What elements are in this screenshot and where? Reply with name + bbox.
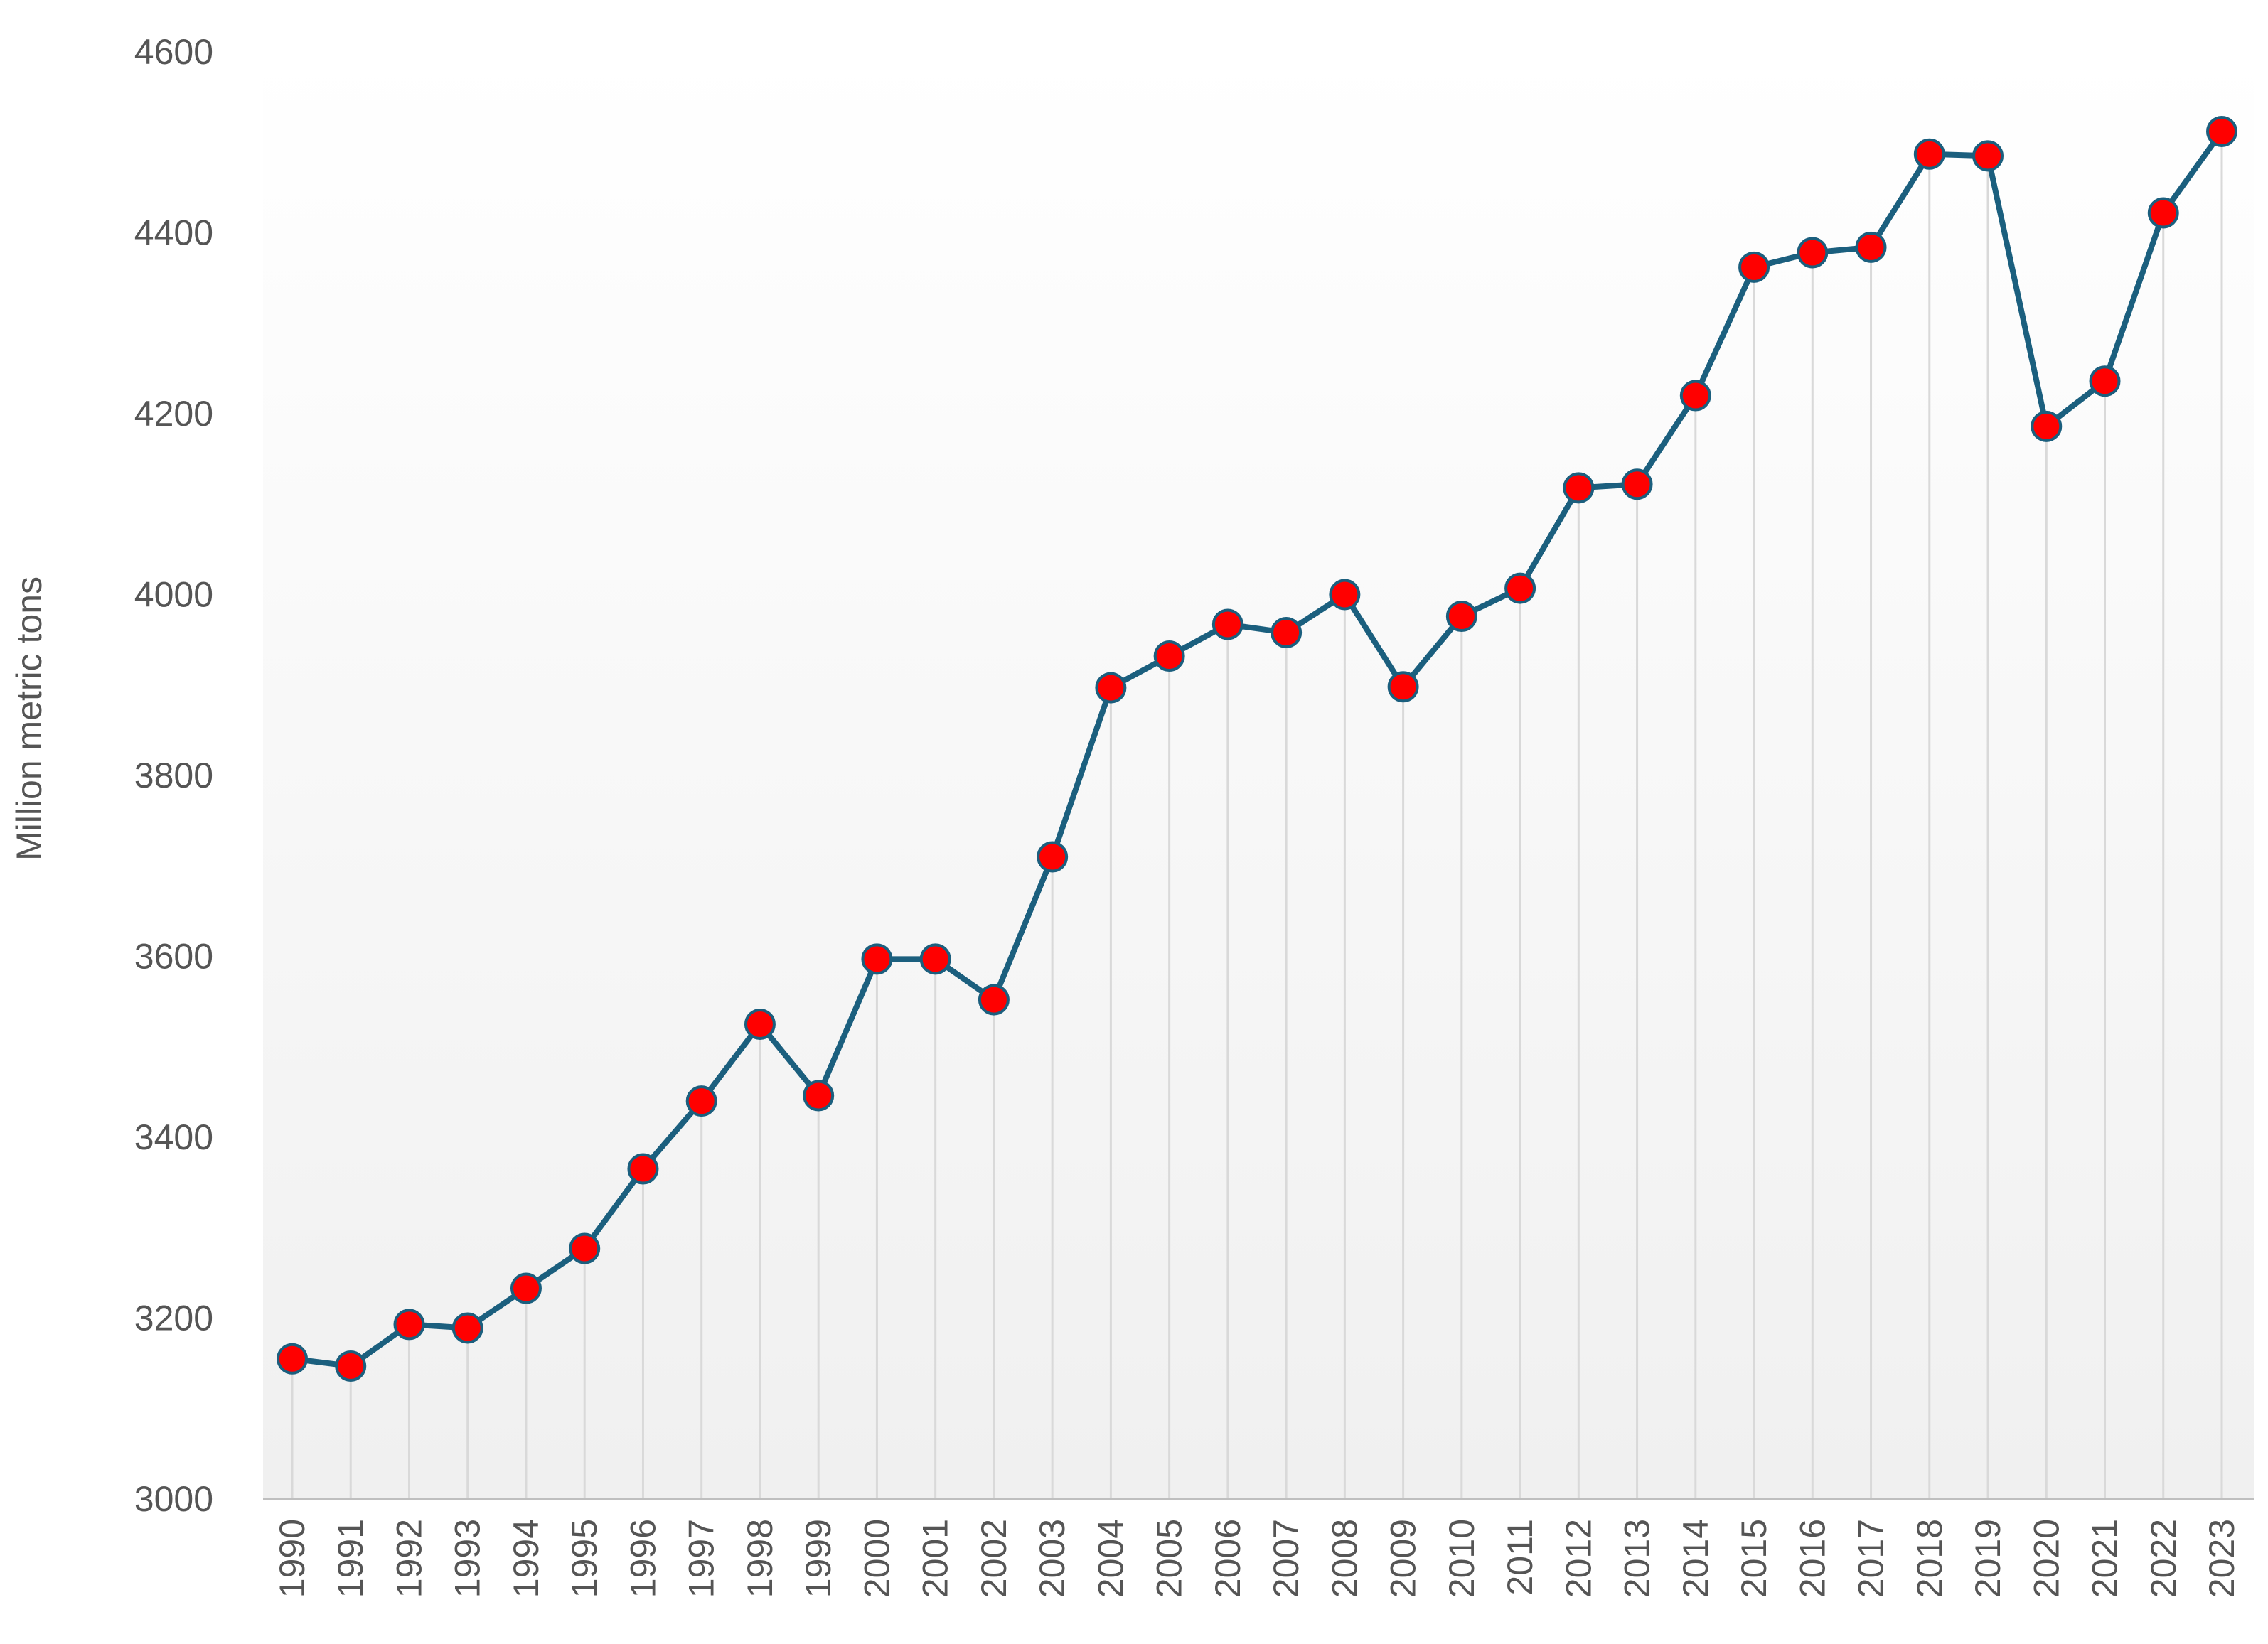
data-point-1999 — [803, 1080, 835, 1112]
y-tick-label: 3400 — [134, 1117, 213, 1157]
x-tick-label: 2006 — [1208, 1519, 1248, 1598]
data-point-2001 — [919, 943, 951, 975]
data-point-2013 — [1621, 468, 1653, 500]
data-point-1995 — [569, 1232, 601, 1264]
x-tick-label: 2009 — [1384, 1519, 1423, 1598]
x-tick-label: 1991 — [331, 1519, 370, 1598]
y-tick-label: 3600 — [134, 937, 213, 977]
data-point-1993 — [451, 1312, 483, 1344]
y-tick-label: 3200 — [134, 1299, 213, 1338]
x-tick-label: 1997 — [682, 1519, 722, 1598]
x-tick-label: 1994 — [506, 1519, 546, 1598]
x-tick-label: 1995 — [565, 1519, 604, 1598]
x-tick-label: 2005 — [1150, 1519, 1189, 1598]
x-tick-label: 2002 — [974, 1519, 1014, 1598]
data-point-2000 — [861, 943, 893, 975]
x-tick-label: 1999 — [798, 1519, 838, 1598]
x-tick-label: 2018 — [1910, 1519, 1949, 1598]
y-axis-title: Million metric tons — [9, 576, 49, 861]
x-tick-label: 1990 — [272, 1519, 312, 1598]
series-line — [289, 128, 2225, 1369]
x-tick-label: 2019 — [1968, 1519, 2008, 1598]
x-tick-label: 2003 — [1032, 1519, 1072, 1598]
y-axis-ticks: 3000 3200 3400 3600 3800 4000 4200 4400 4600 — [134, 32, 213, 1519]
data-point-2017 — [1855, 231, 1887, 263]
data-point-1996 — [627, 1153, 659, 1185]
x-tick-label: 2007 — [1266, 1519, 1306, 1598]
plot-background — [263, 52, 2254, 1499]
data-point-2007 — [1271, 616, 1303, 648]
data-point-2018 — [1913, 138, 1945, 170]
data-point-2019 — [1972, 140, 2004, 172]
data-point-1998 — [744, 1008, 776, 1040]
x-tick-label: 2008 — [1325, 1519, 1364, 1598]
data-point-2009 — [1387, 671, 1419, 703]
x-tick-label: 2001 — [916, 1519, 956, 1598]
data-point-2021 — [2089, 365, 2121, 397]
y-tick-label: 4400 — [134, 213, 213, 253]
y-tick-label: 3800 — [134, 756, 213, 795]
x-tick-label: 2012 — [1558, 1519, 1598, 1598]
data-point-1994 — [510, 1272, 542, 1304]
x-tick-label: 2020 — [2026, 1519, 2066, 1598]
x-tick-label: 2023 — [2202, 1519, 2242, 1598]
data-point-2020 — [2031, 410, 2063, 442]
x-tick-label: 1993 — [448, 1519, 488, 1598]
x-tick-label: 2016 — [1792, 1519, 1832, 1598]
y-tick-label: 3000 — [134, 1479, 213, 1519]
data-point-2011 — [1504, 572, 1536, 604]
data-point-2016 — [1797, 237, 1829, 269]
data-point-2008 — [1329, 579, 1361, 611]
drop-lines — [291, 131, 2223, 1499]
data-point-1991 — [335, 1350, 367, 1382]
x-tick-label: 2015 — [1734, 1519, 1774, 1598]
x-tick-label: 2014 — [1676, 1519, 1716, 1598]
y-tick-label: 4200 — [134, 394, 213, 434]
data-point-2023 — [2206, 115, 2237, 147]
data-point-1992 — [393, 1309, 425, 1341]
data-point-2010 — [1445, 601, 1477, 633]
data-point-2015 — [1738, 251, 1770, 283]
y-tick-label: 4000 — [134, 575, 213, 615]
data-point-2014 — [1679, 380, 1711, 412]
data-point-2022 — [2147, 197, 2179, 229]
x-tick-label: 2013 — [1617, 1519, 1657, 1598]
data-point-2006 — [1211, 608, 1243, 640]
x-tick-label: 2017 — [1851, 1519, 1891, 1598]
x-tick-label: 2022 — [2144, 1519, 2183, 1598]
data-point-2002 — [978, 984, 1010, 1016]
x-tick-label: 2004 — [1091, 1519, 1130, 1598]
x-tick-label: 2010 — [1442, 1519, 1482, 1598]
data-point-1997 — [685, 1085, 717, 1117]
data-point-2012 — [1563, 472, 1595, 504]
data-point-2005 — [1153, 640, 1185, 672]
x-tick-label: 2000 — [857, 1519, 897, 1598]
x-tick-label: 1996 — [623, 1519, 663, 1598]
data-point-2003 — [1037, 841, 1069, 873]
x-tick-label: 2011 — [1500, 1519, 1540, 1596]
data-point-2004 — [1095, 672, 1127, 704]
data-points — [277, 115, 2237, 1382]
y-tick-label: 4600 — [134, 32, 213, 72]
data-point-1990 — [277, 1343, 308, 1375]
x-tick-label: 1998 — [740, 1519, 780, 1598]
x-tick-label: 1992 — [389, 1519, 429, 1598]
x-tick-label: 2021 — [2085, 1519, 2125, 1598]
x-axis-ticks: 1990 1991 1992 1993 1994 1995 1996 1997 1998 1999… — [272, 1519, 2242, 1598]
